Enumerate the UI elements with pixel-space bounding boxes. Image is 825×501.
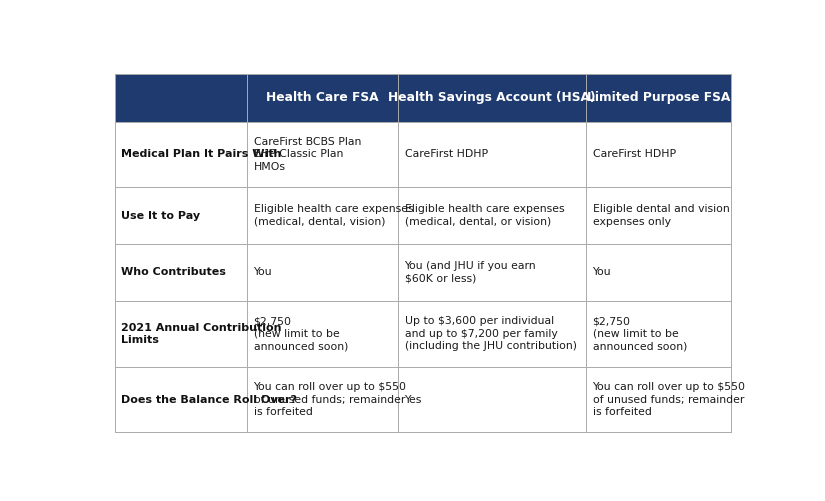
Text: $2,750
(new limit to be
announced soon): $2,750 (new limit to be announced soon) [592,316,687,351]
Text: CareFirst HDHP: CareFirst HDHP [404,149,488,159]
Text: 2021 Annual Contribution
Limits: 2021 Annual Contribution Limits [121,323,281,345]
Text: CareFirst HDHP: CareFirst HDHP [592,149,676,159]
Text: Medical Plan It Pairs With: Medical Plan It Pairs With [121,149,281,159]
Text: Who Contributes: Who Contributes [121,268,226,278]
Bar [115,187,731,244]
Bar [115,244,731,301]
Text: You (and JHU if you earn
$60K or less): You (and JHU if you earn $60K or less) [404,262,536,284]
Bar [115,301,731,367]
Text: Does the Balance Roll Over?: Does the Balance Roll Over? [121,394,297,404]
Text: Eligible health care expenses
(medical, dental, or vision): Eligible health care expenses (medical, … [404,204,564,227]
Text: You can roll over up to $550
of unused funds; remainder
is forfeited: You can roll over up to $550 of unused f… [592,382,746,417]
Text: Health Care FSA: Health Care FSA [266,91,379,104]
Bar [115,367,731,432]
Text: You: You [592,268,611,278]
Text: Up to $3,600 per individual
and up to $7,200 per family
(including the JHU contr: Up to $3,600 per individual and up to $7… [404,316,577,351]
Bar [115,74,731,122]
Text: Yes: Yes [404,394,422,404]
Text: $2,750
(new limit to be
announced soon): $2,750 (new limit to be announced soon) [253,316,348,351]
Text: You: You [253,268,272,278]
Text: You can roll over up to $550
of unused funds; remainder
is forfeited: You can roll over up to $550 of unused f… [253,382,407,417]
Text: Health Savings Account (HSA): Health Savings Account (HSA) [389,91,596,104]
Text: Use It to Pay: Use It to Pay [121,210,200,220]
Bar [115,122,731,187]
Text: Eligible dental and vision
expenses only: Eligible dental and vision expenses only [592,204,729,227]
Text: CareFirst BCBS Plan
EHP Classic Plan
HMOs: CareFirst BCBS Plan EHP Classic Plan HMO… [253,137,361,172]
Text: Eligible health care expenses
(medical, dental, vision): Eligible health care expenses (medical, … [253,204,413,227]
Text: Limited Purpose FSA: Limited Purpose FSA [587,91,730,104]
